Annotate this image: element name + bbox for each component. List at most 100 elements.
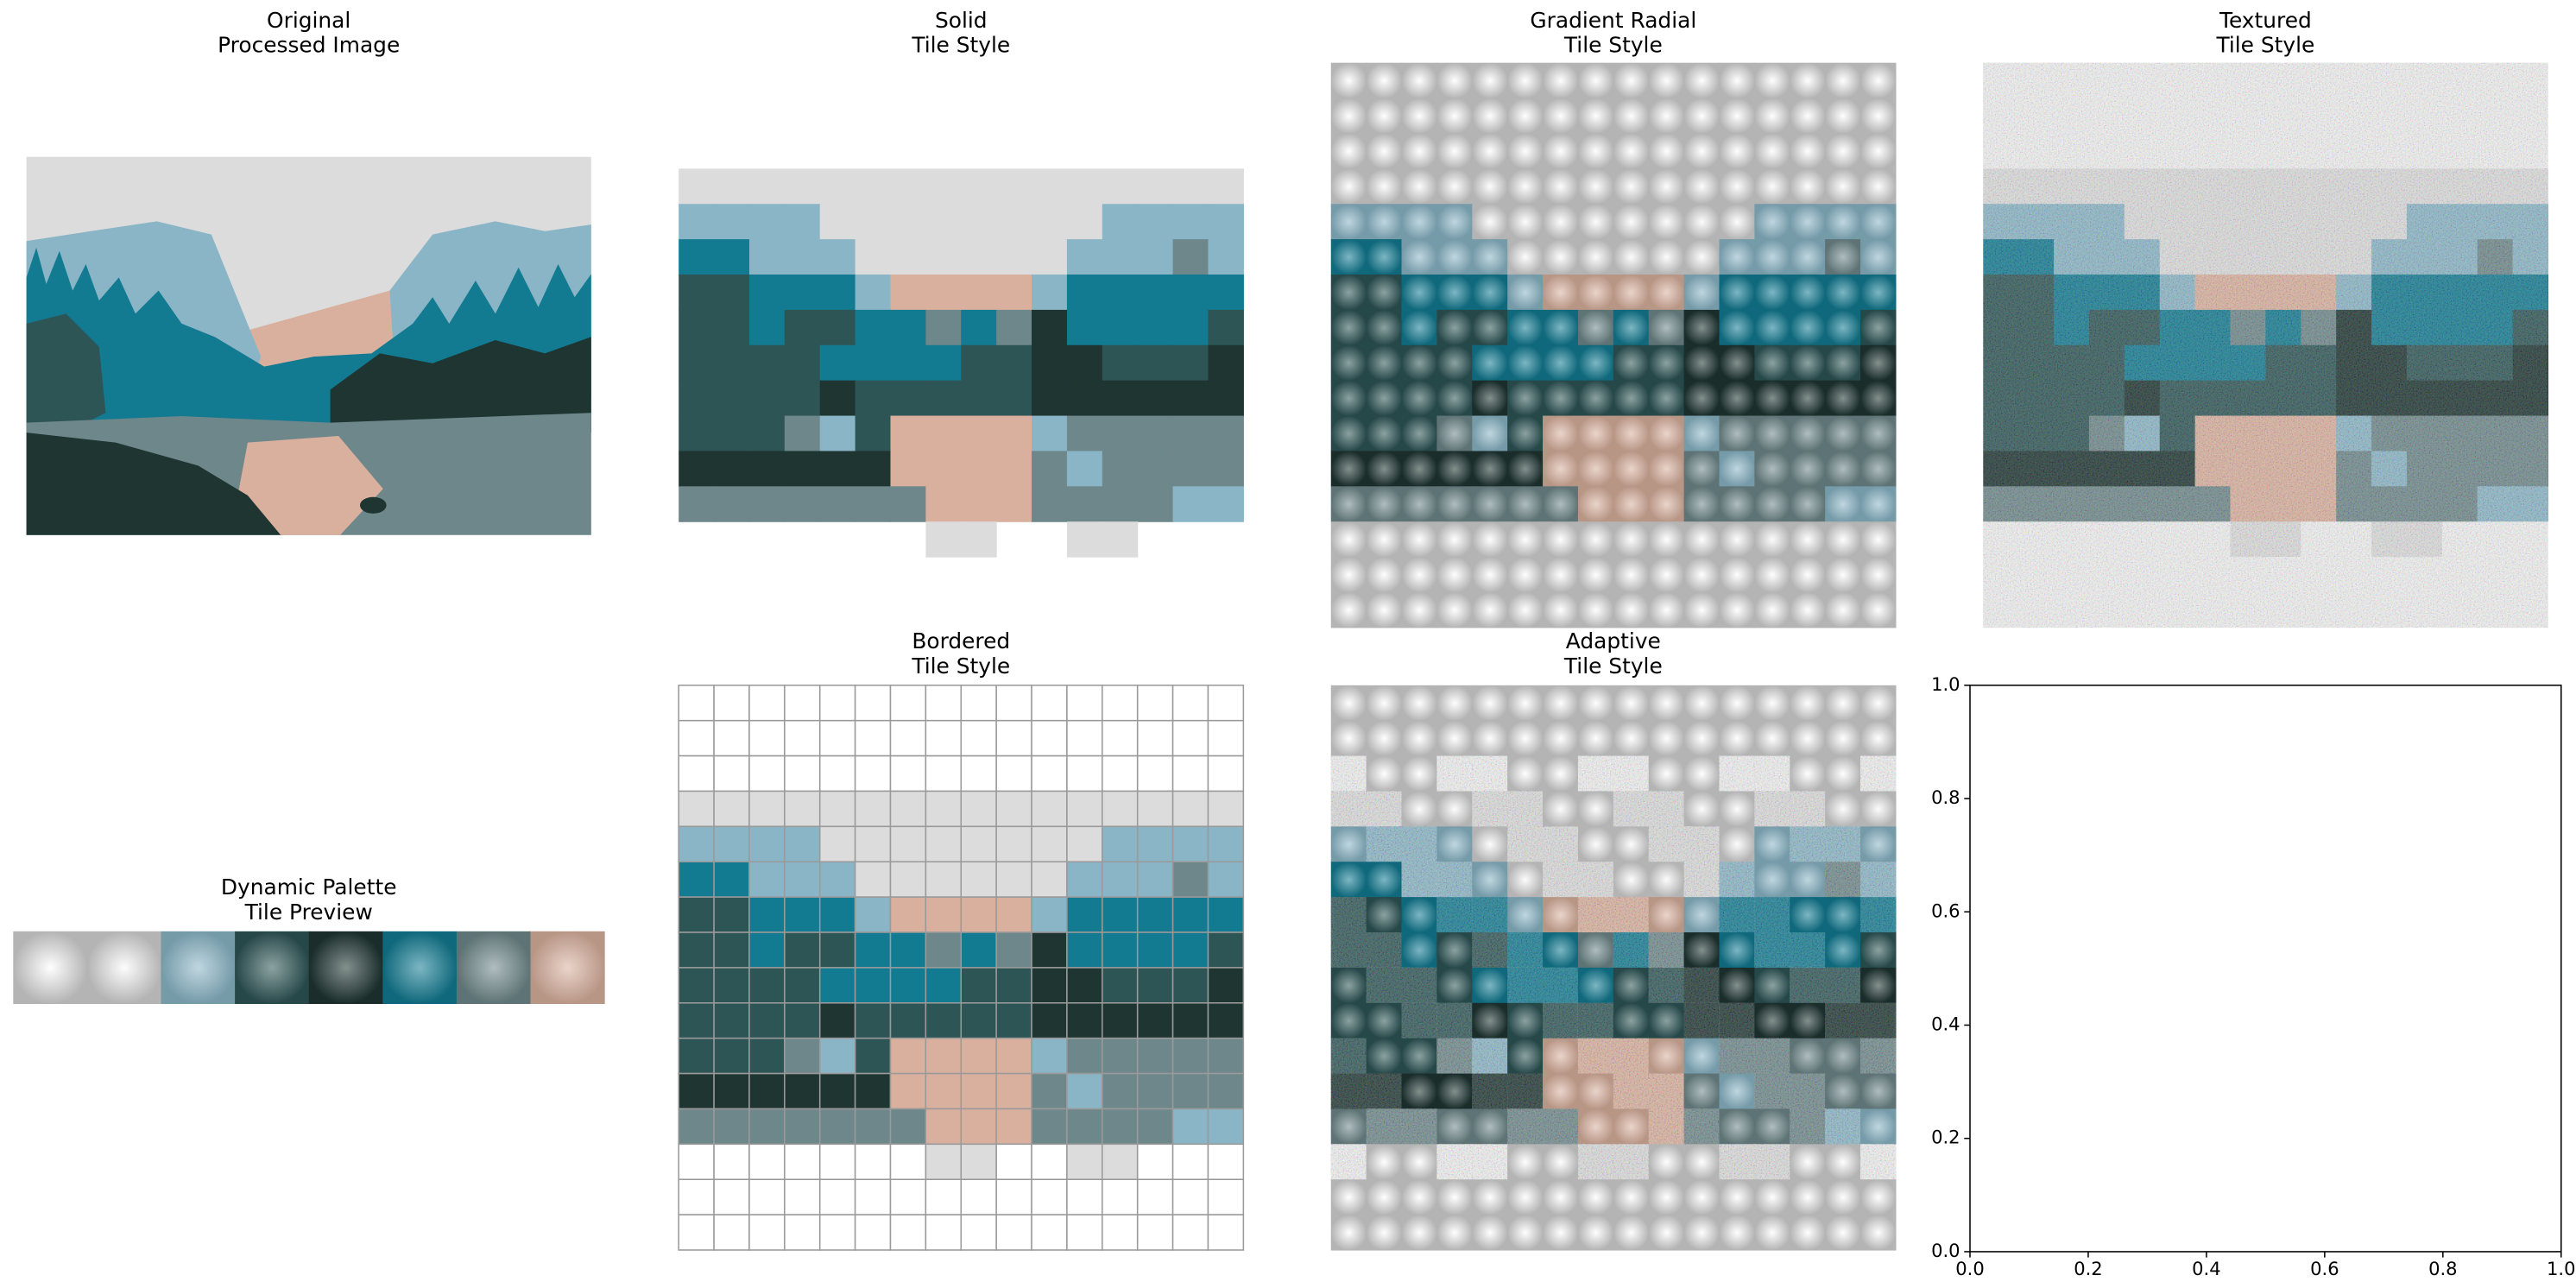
tile (1683, 932, 1720, 969)
tile-noise (1790, 967, 1826, 1004)
tile (1472, 720, 1508, 757)
tile (1136, 896, 1174, 933)
tile (1825, 380, 1861, 417)
tile-noise (1790, 1073, 1826, 1110)
tile (1066, 168, 1103, 205)
tile (1066, 790, 1103, 828)
y-tick-label: 1.0 (1931, 673, 1960, 695)
tile (960, 685, 997, 722)
tile (995, 1072, 1032, 1110)
tile (1754, 239, 1790, 275)
tile (1577, 932, 1614, 969)
tile-noise (1436, 755, 1473, 792)
tile (961, 451, 997, 487)
tile (1754, 1002, 1790, 1039)
tile (713, 685, 750, 722)
tile (1330, 1108, 1367, 1145)
tile-noise (1683, 1108, 1720, 1145)
tile (1137, 204, 1174, 240)
tile (1031, 825, 1068, 863)
tile (1366, 344, 1403, 382)
tile (1102, 967, 1139, 1004)
tile (1507, 1038, 1544, 1075)
tile (1472, 521, 1508, 558)
tile (748, 1214, 786, 1251)
tile (960, 825, 997, 863)
tile-noise (1790, 1108, 1826, 1145)
tile-noise (1790, 791, 1826, 827)
tile (1648, 451, 1685, 487)
tile (1207, 1037, 1245, 1075)
tile (1066, 275, 1103, 311)
tile (1401, 344, 1437, 382)
tile (1683, 791, 1720, 827)
tile-noise (1401, 967, 1437, 1004)
tile (784, 719, 821, 757)
tile (1032, 415, 1068, 452)
palette-swatch (382, 931, 458, 1004)
tile (1719, 791, 1755, 827)
tile (819, 380, 856, 417)
tile (1683, 415, 1720, 452)
tile (678, 685, 715, 722)
tile-noise (1507, 1108, 1544, 1145)
tile (784, 344, 821, 382)
tile (889, 1037, 927, 1075)
tile (1066, 486, 1103, 522)
tile (1790, 521, 1826, 558)
tile (784, 451, 821, 487)
tile (1577, 791, 1614, 827)
tile (1683, 685, 1720, 722)
tile (1102, 309, 1139, 346)
tile (1472, 239, 1508, 275)
y-tick-label: 0.6 (1931, 900, 1960, 921)
tile (854, 754, 892, 792)
tile (1031, 1143, 1068, 1180)
tile (1066, 896, 1103, 933)
tile (1102, 1002, 1139, 1039)
tile (1032, 380, 1068, 417)
tile (1648, 591, 1685, 628)
tile (1207, 861, 1245, 898)
tile (819, 415, 856, 452)
tile (1066, 754, 1103, 792)
tile (1401, 591, 1437, 628)
tile-noise (1613, 755, 1650, 792)
tile-noise (1860, 1038, 1897, 1075)
tile (1172, 239, 1209, 275)
tile (1860, 685, 1897, 722)
tile (678, 825, 715, 863)
tile (1436, 415, 1473, 452)
tile (748, 344, 786, 382)
tile (819, 344, 856, 382)
tile (1860, 826, 1897, 862)
tile-noise (1507, 826, 1544, 862)
tile (1366, 897, 1403, 933)
tile (925, 896, 963, 933)
tile-noise (1719, 1144, 1755, 1180)
tile (1754, 415, 1790, 452)
tile (960, 1002, 997, 1039)
tile (889, 1072, 927, 1110)
x-tick-label: 1.0 (2547, 1258, 2575, 1279)
tile (1543, 1038, 1579, 1075)
tile (818, 1002, 856, 1039)
tile (925, 967, 963, 1004)
tile (1366, 204, 1403, 240)
tile (1401, 1073, 1437, 1110)
tile (1543, 62, 1579, 99)
tile (748, 486, 786, 522)
tile (996, 204, 1032, 240)
tile (784, 486, 821, 522)
tile (961, 239, 997, 275)
tile (1790, 486, 1826, 522)
rock (359, 496, 387, 514)
tile (1754, 380, 1790, 417)
tile (1683, 451, 1720, 487)
tile (748, 967, 786, 1004)
tile (1102, 415, 1139, 452)
tile (1066, 1214, 1103, 1251)
tile (1648, 275, 1685, 311)
tile (1754, 275, 1790, 311)
tile (1436, 557, 1473, 593)
